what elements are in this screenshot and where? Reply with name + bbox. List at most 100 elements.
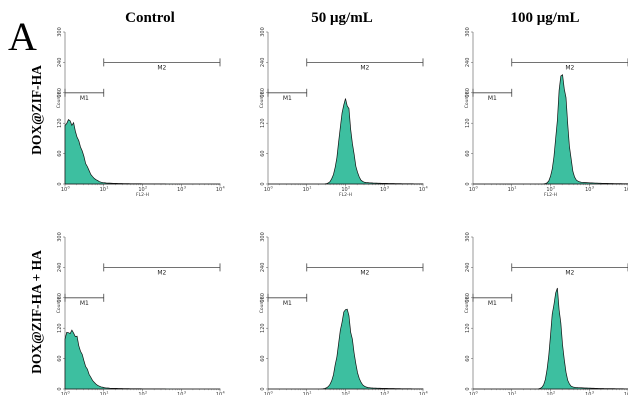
x-tick-label: 10	[216, 392, 222, 395]
x-tick-label: 10	[585, 392, 591, 395]
x-tick-exponent: 1	[514, 391, 516, 395]
x-tick-label: 10	[216, 187, 222, 193]
x-tick-exponent: 2	[348, 391, 350, 395]
x-tick-label: 10	[138, 392, 144, 395]
y-tick-label: 120	[465, 323, 471, 333]
x-tick-label: 10	[264, 392, 270, 395]
x-tick-label: 10	[61, 392, 67, 395]
x-tick-label: 10	[585, 187, 591, 193]
x-tick-exponent: 3	[387, 186, 389, 190]
x-tick-exponent: 1	[309, 391, 311, 395]
y-tick-label: 120	[260, 323, 266, 333]
x-tick-label: 10	[380, 187, 386, 193]
y-tick-label: 180	[57, 88, 63, 98]
x-tick-exponent: 1	[309, 186, 311, 190]
x-tick-exponent: 4	[223, 391, 226, 395]
y-axis-label: Counts	[259, 297, 265, 313]
y-tick-label: 180	[260, 88, 266, 98]
y-tick-label: 240	[260, 263, 266, 273]
y-tick-label: 0	[465, 182, 471, 185]
y-axis-label: Counts	[56, 297, 62, 313]
y-tick-label: 180	[57, 293, 63, 303]
y-tick-label: 300	[260, 232, 266, 242]
column-title-100: 100 μg/mL	[511, 10, 580, 26]
gate-label: M2	[157, 269, 166, 276]
y-tick-label: 300	[57, 27, 63, 37]
x-tick-exponent: 2	[553, 186, 555, 190]
y-tick-label: 60	[57, 150, 63, 156]
y-tick-label: 300	[465, 27, 471, 37]
x-tick-exponent: 2	[348, 186, 350, 190]
x-tick-label: 10	[177, 187, 183, 193]
gate-label: M2	[360, 269, 369, 276]
y-tick-label: 180	[465, 88, 471, 98]
x-tick-label: 10	[624, 392, 628, 395]
x-tick-label: 10	[100, 392, 106, 395]
x-tick-exponent: 4	[426, 391, 429, 395]
x-tick-label: 10	[61, 187, 67, 193]
y-tick-label: 300	[57, 232, 63, 242]
y-axis-label: Counts	[464, 297, 470, 313]
x-tick-exponent: 3	[387, 391, 389, 395]
x-tick-label: 10	[100, 187, 106, 193]
y-tick-label: 120	[57, 118, 63, 128]
gate-label: M2	[360, 64, 369, 71]
histogram-area	[268, 308, 424, 390]
gate-label: M2	[157, 64, 166, 71]
gate-label: M1	[488, 95, 497, 102]
x-tick-exponent: 0	[271, 391, 273, 395]
y-tick-label: 60	[465, 355, 471, 361]
x-tick-label: 10	[624, 187, 628, 193]
y-tick-label: 0	[57, 182, 63, 185]
x-tick-label: 10	[303, 392, 309, 395]
x-tick-exponent: 4	[426, 186, 429, 190]
column-title-50: 50 μg/mL	[311, 10, 372, 26]
y-tick-label: 240	[57, 263, 63, 273]
y-tick-label: 0	[260, 387, 266, 390]
x-tick-exponent: 3	[184, 186, 186, 190]
histogram-area	[473, 74, 628, 185]
x-tick-label: 10	[508, 392, 514, 395]
x-tick-label: 10	[419, 187, 425, 193]
x-tick-exponent: 2	[145, 391, 147, 395]
row-title-dox-zif-ha-plus-ha: DOX@ZIF-HA + HA	[29, 250, 44, 374]
y-tick-label: 0	[57, 387, 63, 390]
x-tick-exponent: 3	[592, 391, 594, 395]
x-tick-label: 10	[341, 392, 347, 395]
panel-letter: A	[8, 14, 37, 59]
x-tick-label: 10	[264, 187, 270, 193]
x-tick-label: 10	[546, 187, 552, 193]
y-tick-label: 240	[465, 263, 471, 273]
y-tick-label: 120	[465, 118, 471, 128]
row-title-dox-zif-ha: DOX@ZIF-HA	[29, 65, 44, 155]
y-tick-label: 240	[465, 58, 471, 68]
y-tick-label: 300	[260, 27, 266, 37]
gate-label: M1	[80, 300, 89, 307]
histogram-area	[268, 98, 424, 185]
x-tick-label: 10	[469, 392, 475, 395]
y-tick-label: 60	[57, 355, 63, 361]
y-axis-label: Counts	[464, 92, 470, 108]
x-tick-exponent: 4	[223, 186, 226, 190]
x-tick-label: 10	[138, 187, 144, 193]
x-tick-exponent: 0	[476, 186, 478, 190]
x-tick-exponent: 0	[271, 186, 273, 190]
x-tick-label: 10	[177, 392, 183, 395]
x-tick-label: 10	[508, 187, 514, 193]
gate-label: M2	[565, 64, 574, 71]
histogram-panel: 060120180240300Counts100101102103104FL2-…	[464, 27, 628, 198]
x-tick-label: 10	[469, 187, 475, 193]
y-axis-label: Counts	[56, 92, 62, 108]
y-tick-label: 240	[57, 58, 63, 68]
histogram-area	[64, 119, 221, 185]
y-tick-label: 240	[260, 58, 266, 68]
x-tick-exponent: 1	[106, 186, 108, 190]
y-tick-label: 120	[57, 323, 63, 333]
x-axis-label: FL2-H	[544, 192, 557, 198]
